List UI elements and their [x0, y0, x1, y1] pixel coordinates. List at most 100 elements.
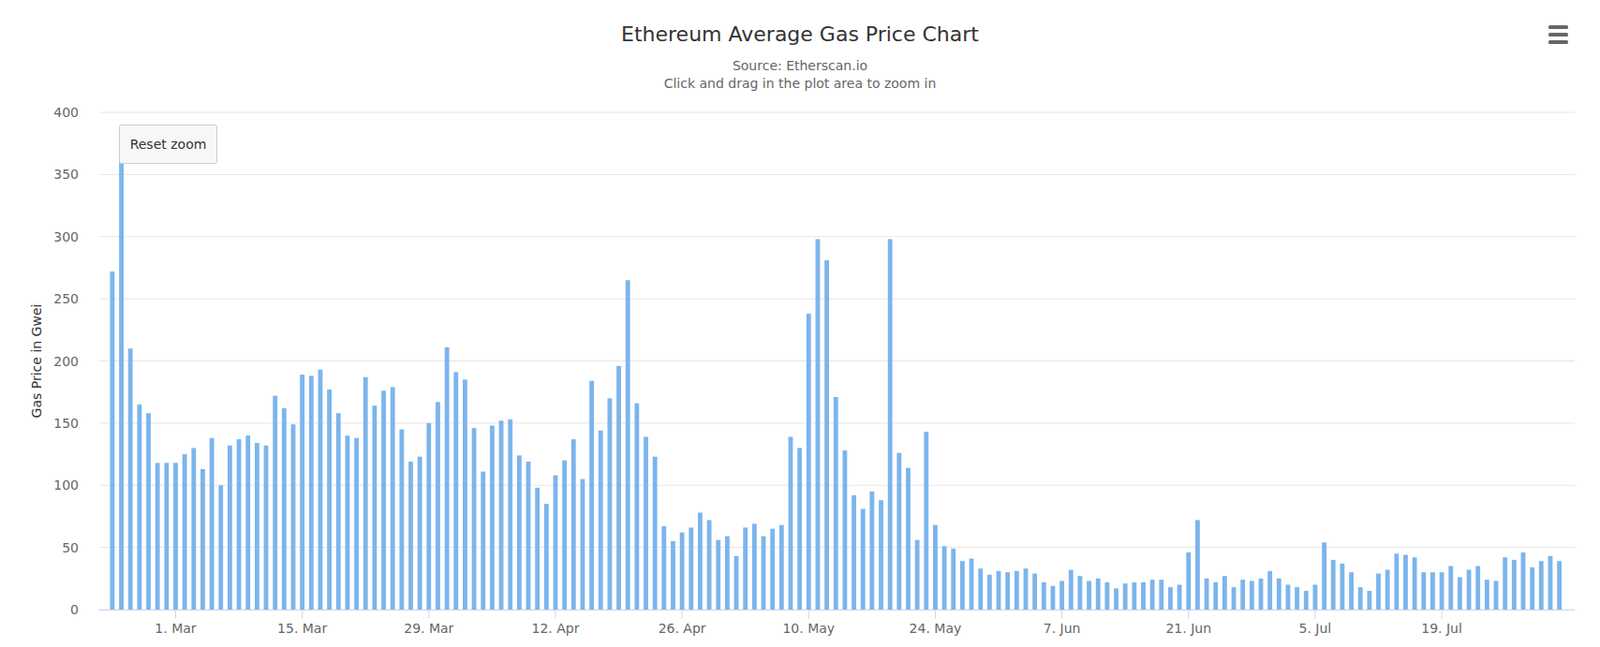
bar: [326, 389, 332, 610]
bar: [264, 445, 269, 610]
bar: [390, 386, 396, 610]
bar: [1096, 578, 1101, 610]
bar: [797, 447, 802, 610]
bar: [1393, 553, 1399, 610]
x-tick-label: 19. Jul: [1421, 621, 1463, 637]
bar: [499, 420, 504, 610]
bar: [1177, 584, 1183, 610]
bar: [1259, 578, 1264, 610]
bar: [1023, 568, 1029, 610]
bar: [905, 468, 911, 610]
x-tick: [1187, 609, 1189, 620]
x-tick-label: 21. Jun: [1165, 621, 1212, 637]
bar: [1140, 582, 1146, 610]
bar: [435, 401, 441, 610]
bar: [1466, 570, 1472, 610]
y-tick-label: 350: [53, 166, 79, 182]
menu-line[interactable]: [1548, 32, 1569, 37]
bar: [715, 540, 721, 610]
bar: [1385, 570, 1391, 610]
bar: [227, 445, 233, 610]
bar: [742, 527, 748, 610]
bar: [643, 436, 649, 610]
bar: [336, 413, 341, 610]
bar: [1403, 555, 1408, 610]
bar: [770, 529, 775, 610]
bar: [128, 348, 134, 610]
x-axis-line: [99, 609, 1575, 611]
bar: [1412, 557, 1418, 610]
x-tick-label: 24. May: [909, 621, 963, 637]
bar: [598, 430, 604, 610]
bar: [842, 450, 847, 610]
bar: [788, 436, 794, 610]
bar: [1204, 578, 1210, 610]
bar: [1150, 579, 1156, 610]
bar: [1222, 576, 1228, 610]
bar: [534, 488, 540, 610]
bar: [408, 461, 414, 610]
reset-zoom-button[interactable]: Reset zoom: [119, 125, 218, 164]
bar: [1511, 560, 1517, 610]
x-tick-label: 5. Jul: [1299, 621, 1333, 637]
x-tick: [175, 609, 177, 620]
x-tick-label: 29. Mar: [403, 621, 454, 637]
bar: [833, 397, 839, 610]
bar: [1339, 563, 1345, 610]
x-tick-label: 15. Mar: [277, 621, 327, 637]
bar: [942, 546, 948, 610]
bar: [1005, 572, 1010, 610]
bars: [109, 159, 1562, 610]
bar: [1366, 591, 1372, 610]
bar: [345, 435, 351, 610]
bar: [1086, 580, 1092, 610]
y-tick-label: 100: [53, 477, 79, 493]
bar: [318, 370, 324, 610]
bar: [896, 453, 902, 610]
bar: [109, 271, 115, 610]
y-tick-label: 150: [53, 415, 79, 431]
bar: [1249, 580, 1255, 610]
bar: [752, 523, 757, 610]
y-tick-label: 400: [53, 104, 79, 120]
bar: [1276, 578, 1282, 610]
bar: [155, 462, 161, 610]
button-box[interactable]: [119, 125, 218, 164]
bar: [824, 260, 830, 610]
bar: [291, 424, 297, 610]
bar: [1376, 574, 1381, 610]
bar: [1123, 583, 1128, 610]
bar: [553, 475, 559, 610]
bar: [1303, 591, 1309, 610]
bar: [1484, 579, 1490, 610]
bar: [1313, 584, 1319, 610]
bar: [1068, 570, 1074, 610]
button-label[interactable]: Reset zoom: [130, 136, 208, 152]
grid-line: [99, 360, 1575, 362]
bar: [996, 571, 1002, 610]
x-tick-label: 10. May: [782, 621, 835, 637]
bar: [625, 280, 631, 610]
bar: [1331, 560, 1336, 610]
bar: [1213, 582, 1218, 610]
bar: [1032, 574, 1038, 610]
grid-line: [99, 236, 1575, 238]
x-tick: [554, 609, 556, 620]
menu-icon[interactable]: [1548, 25, 1569, 45]
bar: [779, 525, 785, 610]
x-tick-label: 26. Apr: [658, 621, 707, 637]
menu-line[interactable]: [1548, 40, 1569, 45]
menu-line[interactable]: [1548, 25, 1569, 30]
bar: [1348, 572, 1354, 610]
bar: [173, 462, 178, 610]
bar: [616, 366, 622, 610]
bar: [851, 495, 857, 610]
bar: [218, 485, 223, 610]
bar: [670, 541, 676, 610]
bar: [562, 460, 567, 610]
bar: [1439, 572, 1445, 610]
bar: [363, 377, 369, 610]
bar: [281, 408, 287, 610]
bar: [923, 431, 929, 610]
bar: [1168, 587, 1173, 610]
